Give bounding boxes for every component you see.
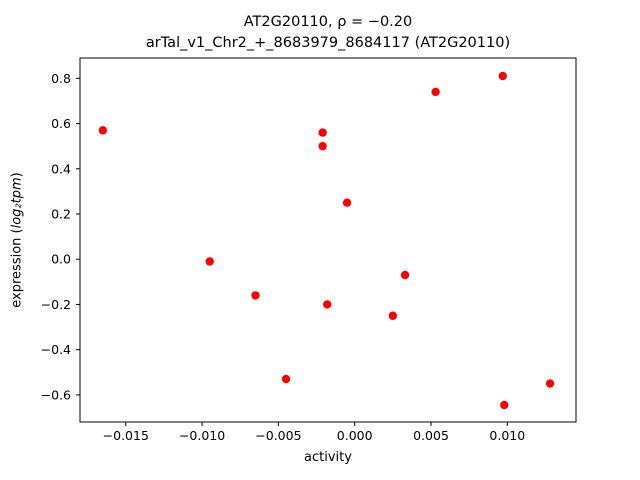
y-axis-label-math: log₂tpm xyxy=(9,177,25,229)
x-tick-label: −0.010 xyxy=(179,428,225,443)
scatter-point xyxy=(498,71,507,81)
y-tick-label: −0.6 xyxy=(41,387,71,402)
scatter-point xyxy=(318,128,327,137)
axes-frame xyxy=(79,57,577,423)
scatter-point xyxy=(98,126,108,135)
y-axis-label: expression (log₂tpm) xyxy=(10,172,25,307)
y-tick-label: 0.4 xyxy=(51,161,71,176)
y-axis-label-prefix: expression ( xyxy=(9,228,25,308)
scatter-point xyxy=(251,291,260,300)
y-tick-label: 0.2 xyxy=(51,207,71,222)
scatter-point xyxy=(318,141,327,151)
y-axis-label-suffix: ) xyxy=(9,172,25,178)
y-tick-label: −0.4 xyxy=(41,342,71,357)
scatter-point xyxy=(400,270,410,280)
scatter-point xyxy=(281,374,291,384)
scatter-point xyxy=(388,311,398,320)
scatter-point xyxy=(342,198,352,207)
x-tick-label: −0.015 xyxy=(103,428,149,443)
y-tick-label: 0.6 xyxy=(51,116,71,131)
y-tick-label: 0.0 xyxy=(51,252,71,267)
scatter-point xyxy=(205,257,214,266)
chart-subtitle: arTal_v1_Chr2_+_8683979_8684117 (AT2G201… xyxy=(145,35,511,51)
scatter-point xyxy=(323,300,332,309)
y-tick-label: 0.8 xyxy=(51,71,71,86)
scatter-point xyxy=(500,400,509,410)
scatter-point xyxy=(431,87,440,97)
chart-title: AT2G20110, ρ = −0.20 xyxy=(243,14,413,30)
x-axis-label: activity xyxy=(304,450,352,465)
x-tick-label: 0.000 xyxy=(337,428,373,443)
scatter-point xyxy=(545,379,555,388)
x-tick-label: −0.005 xyxy=(255,428,301,443)
y-tick-label: −0.2 xyxy=(41,297,71,312)
x-tick-label: 0.005 xyxy=(413,428,449,443)
x-tick-label: 0.010 xyxy=(489,428,525,443)
